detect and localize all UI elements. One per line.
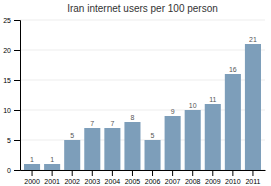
bar [225, 74, 241, 170]
bars [24, 44, 261, 170]
x-tick: 2004 [105, 170, 121, 185]
y-tick-mark [14, 80, 20, 81]
grid-line [20, 50, 265, 51]
x-tick: 2006 [145, 170, 161, 185]
x-tick-label: 2011 [245, 178, 260, 185]
x-tick-label: 2004 [105, 178, 121, 185]
y-tick: 0 [7, 167, 20, 174]
y-tick-label: 15 [3, 77, 11, 84]
x-tick-mark [192, 170, 193, 176]
y-tick: 15 [3, 77, 20, 84]
x-tick: 2002 [64, 170, 80, 185]
y-tick-mark [14, 140, 20, 141]
x-tick-mark [172, 170, 173, 176]
data-label: 11 [209, 96, 216, 103]
chart-container: 1157785910111621200020012002200320042005… [0, 0, 271, 186]
x-tick: 2001 [44, 170, 60, 185]
data-label: 16 [229, 66, 237, 73]
x-tick-label: 2005 [125, 178, 141, 185]
y-tick: 25 [3, 17, 20, 24]
bar [185, 110, 201, 170]
x-tick: 2010 [225, 170, 241, 185]
x-tick: 2003 [85, 170, 101, 185]
data-label: 21 [249, 36, 257, 43]
bar [44, 164, 60, 170]
chart-svg: 1157785910111621200020012002200320042005… [0, 0, 271, 186]
grid-line [20, 20, 265, 21]
data-label: 9 [171, 108, 175, 115]
bar [104, 128, 120, 170]
y-tick-label: 25 [3, 17, 11, 24]
x-tick-mark [132, 170, 133, 176]
x-tick-label: 2010 [225, 178, 241, 185]
x-tick-label: 2006 [145, 178, 161, 185]
y-axis-line [14, 21, 21, 171]
x-tick-mark [92, 170, 93, 176]
x-tick-mark [152, 170, 153, 176]
x-tick-label: 2008 [185, 178, 201, 185]
y-axis: 0 5 10 15 20 25 [3, 17, 20, 174]
x-tick-label: 2009 [205, 178, 221, 185]
bar [84, 128, 100, 170]
y-tick: 5 [7, 137, 20, 144]
data-label: 1 [50, 156, 54, 163]
bar [165, 116, 181, 170]
y-tick-mark [14, 170, 20, 171]
x-tick: 2007 [165, 170, 181, 185]
data-label: 5 [151, 132, 155, 139]
y-tick-mark [14, 110, 20, 111]
x-tick-mark [252, 170, 253, 176]
x-tick-label: 2003 [85, 178, 101, 185]
data-label: 10 [189, 102, 197, 109]
x-tick-label: 2002 [64, 178, 80, 185]
x-tick-mark [52, 170, 53, 176]
data-label: 7 [90, 120, 94, 127]
y-tick-label: 5 [7, 137, 11, 144]
bar [205, 104, 221, 170]
x-tick: 2000 [24, 170, 40, 185]
x-tick-mark [212, 170, 213, 176]
bar [124, 122, 140, 170]
bar [145, 140, 161, 170]
y-tick-mark [14, 20, 20, 21]
y-tick-mark [14, 50, 20, 51]
bar [24, 164, 40, 170]
x-tick: 2008 [185, 170, 201, 185]
y-tick-label: 20 [3, 47, 11, 54]
x-tick-label: 2001 [44, 178, 60, 185]
x-tick-mark [32, 170, 33, 176]
x-tick-mark [72, 170, 73, 176]
x-tick: 2009 [205, 170, 221, 185]
x-tick-mark [232, 170, 233, 176]
y-tick-label: 0 [7, 167, 11, 174]
data-label: 8 [131, 114, 135, 121]
x-axis-line [21, 170, 266, 171]
data-label: 7 [110, 120, 114, 127]
data-label: 1 [30, 156, 34, 163]
y-tick: 10 [3, 107, 20, 114]
grid [20, 20, 265, 170]
y-tick: 20 [3, 47, 20, 54]
x-tick-mark [112, 170, 113, 176]
x-tick: 2011 [245, 170, 260, 185]
x-tick: 2005 [125, 170, 141, 185]
x-tick-label: 2007 [165, 178, 181, 185]
bar [245, 44, 261, 170]
x-axis: 2000 2001 2002 2003 2004 2005 2006 2007 2008 2009… [21, 170, 266, 185]
plot: 1157785910111621200020012002200320042005… [3, 17, 265, 185]
data-labels: 1157785910111621 [30, 36, 257, 163]
data-label: 5 [70, 132, 74, 139]
title: Iran internet users per 100 person [67, 3, 218, 14]
bar [64, 140, 80, 170]
y-tick-label: 10 [3, 107, 11, 114]
x-tick-label: 2000 [24, 178, 40, 185]
